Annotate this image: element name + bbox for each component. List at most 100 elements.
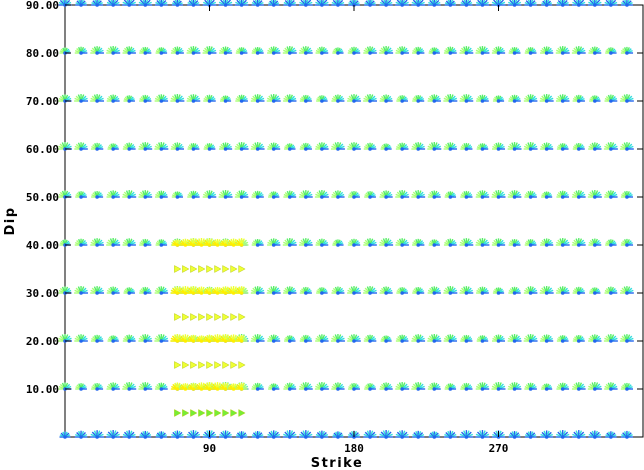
mechanism-glyph	[330, 142, 345, 151]
mechanism-glyph	[220, 95, 232, 103]
mechanism-glyph	[250, 94, 265, 103]
mechanism-glyph	[283, 94, 297, 103]
mechanism-glyph	[379, 46, 394, 55]
mechanism-glyph	[347, 286, 361, 295]
mechanism-glyph	[251, 431, 264, 439]
mechanism-glyph	[556, 382, 570, 391]
x-axis: 90 180 270	[203, 5, 509, 455]
marks-layer	[58, 0, 634, 439]
mechanism-glyph	[298, 190, 313, 199]
mechanism-glyph	[589, 287, 601, 295]
mechanism-glyph	[75, 191, 87, 199]
mechanism-glyph	[234, 286, 249, 295]
arrow-glyph	[230, 409, 238, 417]
mechanism-glyph	[315, 430, 329, 439]
mechanism-glyph	[266, 94, 281, 103]
mechanism-glyph	[475, 382, 490, 391]
mechanism-glyph	[492, 95, 505, 103]
mechanism-glyph	[444, 191, 457, 199]
mechanism-glyph	[331, 0, 345, 7]
mechanism-glyph	[267, 142, 281, 151]
mechanism-glyph	[154, 334, 169, 343]
mechanism-glyph	[332, 47, 344, 55]
arrow-glyph	[206, 313, 214, 321]
mechanism-glyph	[428, 431, 440, 439]
mechanism-glyph	[571, 238, 586, 247]
mechanism-glyph	[139, 46, 152, 55]
mechanism-glyph	[58, 142, 72, 151]
mechanism-glyph	[411, 190, 426, 199]
mechanism-glyph	[379, 238, 394, 247]
mechanism-glyph	[443, 430, 457, 439]
mechanism-glyph	[90, 46, 104, 55]
mechanism-glyph	[508, 431, 521, 439]
mechanism-glyph	[234, 190, 249, 199]
mechanism-glyph	[154, 286, 169, 295]
mechanism-glyph	[395, 0, 410, 7]
arrow-glyph	[198, 409, 206, 417]
mechanism-glyph	[106, 190, 120, 199]
arrow-glyph	[214, 409, 222, 417]
mechanism-glyph	[524, 190, 537, 199]
mechanism-glyph	[235, 382, 248, 391]
mechanism-glyph	[364, 191, 376, 199]
mechanism-glyph	[604, 286, 618, 295]
mechanism-glyph	[379, 430, 394, 439]
mechanism-glyph	[314, 382, 329, 391]
mechanism-glyph	[443, 238, 457, 247]
arrow-glyph	[174, 265, 182, 273]
mechanism-glyph	[187, 190, 200, 199]
mechanism-glyph	[251, 382, 264, 391]
mechanism-glyph	[428, 239, 440, 247]
mechanism-glyph	[91, 191, 104, 199]
mechanism-glyph	[571, 430, 586, 439]
mechanism-glyph	[187, 0, 200, 7]
mechanism-glyph	[106, 46, 121, 55]
mechanism-glyph	[443, 94, 458, 103]
mechanism-glyph	[251, 0, 264, 7]
mechanism-glyph	[363, 46, 377, 55]
mechanism-glyph	[90, 334, 104, 343]
mechanism-glyph	[314, 0, 329, 7]
mechanism-glyph	[171, 0, 183, 7]
mechanism-glyph	[106, 286, 120, 295]
mechanism-glyph	[139, 94, 152, 103]
mechanism-glyph	[459, 46, 474, 55]
arrow-glyph	[182, 313, 190, 321]
mechanism-glyph	[59, 239, 71, 247]
mechanism-glyph	[347, 238, 361, 247]
mechanism-glyph	[395, 430, 409, 439]
arrow-glyph	[206, 265, 214, 273]
mechanism-glyph	[315, 238, 329, 247]
mechanism-glyph	[267, 238, 281, 247]
mechanism-glyph	[379, 286, 393, 295]
mechanism-glyph	[540, 238, 554, 247]
mechanism-glyph	[411, 382, 426, 391]
x-axis-label: Strike	[311, 456, 364, 470]
mechanism-glyph	[331, 382, 345, 391]
arrow-glyph	[222, 265, 230, 273]
x-tick-label: 270	[489, 442, 509, 455]
mechanism-glyph	[268, 383, 280, 391]
mechanism-glyph	[283, 286, 297, 295]
mechanism-glyph	[90, 94, 105, 103]
mechanism-glyph	[587, 190, 602, 199]
mechanism-glyph	[347, 142, 361, 151]
mechanism-glyph	[572, 286, 585, 295]
mechanism-glyph	[123, 287, 135, 295]
mechanism-glyph	[507, 382, 522, 391]
mechanism-glyph	[396, 287, 409, 295]
mechanism-glyph	[299, 94, 312, 103]
mechanism-glyph	[59, 47, 71, 55]
mechanism-glyph	[316, 287, 328, 295]
y-tick-label: 90.00	[26, 0, 59, 12]
arrow-glyph	[222, 409, 230, 417]
mechanism-glyph	[138, 382, 153, 391]
mechanism-glyph	[363, 94, 378, 103]
arrow-glyph	[222, 361, 230, 369]
mechanism-glyph	[106, 238, 121, 247]
mechanism-glyph	[572, 94, 585, 103]
mechanism-glyph	[492, 287, 505, 295]
mechanism-glyph	[139, 430, 152, 439]
mechanism-glyph	[540, 334, 554, 343]
